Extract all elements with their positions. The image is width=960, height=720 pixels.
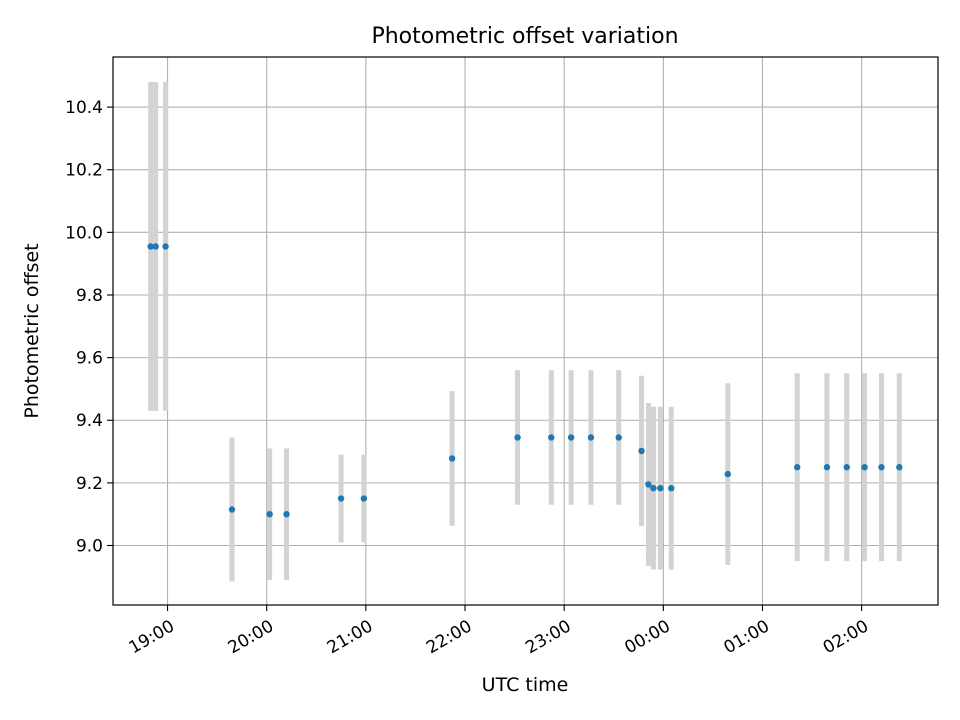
y-tick-label: 9.2: [76, 474, 103, 494]
data-point: [615, 434, 622, 441]
data-point: [843, 464, 850, 471]
chart-title: Photometric offset variation: [371, 24, 678, 49]
data-points: [147, 243, 903, 518]
data-point: [152, 243, 159, 250]
data-point: [657, 484, 664, 492]
y-tick-label: 9.4: [76, 411, 103, 431]
data-point: [668, 484, 675, 492]
data-point: [283, 510, 290, 518]
data-point: [266, 510, 273, 518]
y-tick-label: 9.8: [76, 286, 103, 306]
data-point: [548, 434, 555, 441]
plot-frame: [112, 56, 939, 606]
data-point: [514, 434, 521, 441]
data-point: [638, 447, 645, 455]
y-axis-ticks: 9.0 9.2 9.4 9.6 9.8 10.0 10.2 10.4: [65, 98, 113, 557]
data-point: [896, 464, 903, 471]
data-point: [337, 495, 345, 502]
y-axis-label: Photometric offset: [21, 243, 43, 418]
y-tick-label: 9.6: [76, 349, 103, 369]
data-point: [861, 464, 868, 471]
data-point: [147, 243, 154, 250]
data-point: [823, 464, 831, 471]
data-point: [645, 481, 652, 488]
data-point: [567, 434, 575, 441]
data-point: [878, 464, 885, 471]
grid-lines: [113, 57, 938, 605]
x-axis-label: UTC time: [482, 674, 569, 696]
data-point: [587, 434, 595, 441]
y-tick-label: 9.0: [76, 537, 103, 557]
data-point: [650, 484, 657, 492]
y-tick-label: 10.0: [65, 223, 103, 243]
data-point: [724, 470, 731, 478]
data-point: [360, 495, 368, 502]
y-tick-label: 10.4: [65, 98, 103, 118]
data-point: [793, 464, 801, 471]
data-point: [448, 455, 456, 462]
data-point: [228, 506, 236, 513]
y-tick-label: 10.2: [65, 161, 103, 181]
data-point: [162, 243, 169, 250]
